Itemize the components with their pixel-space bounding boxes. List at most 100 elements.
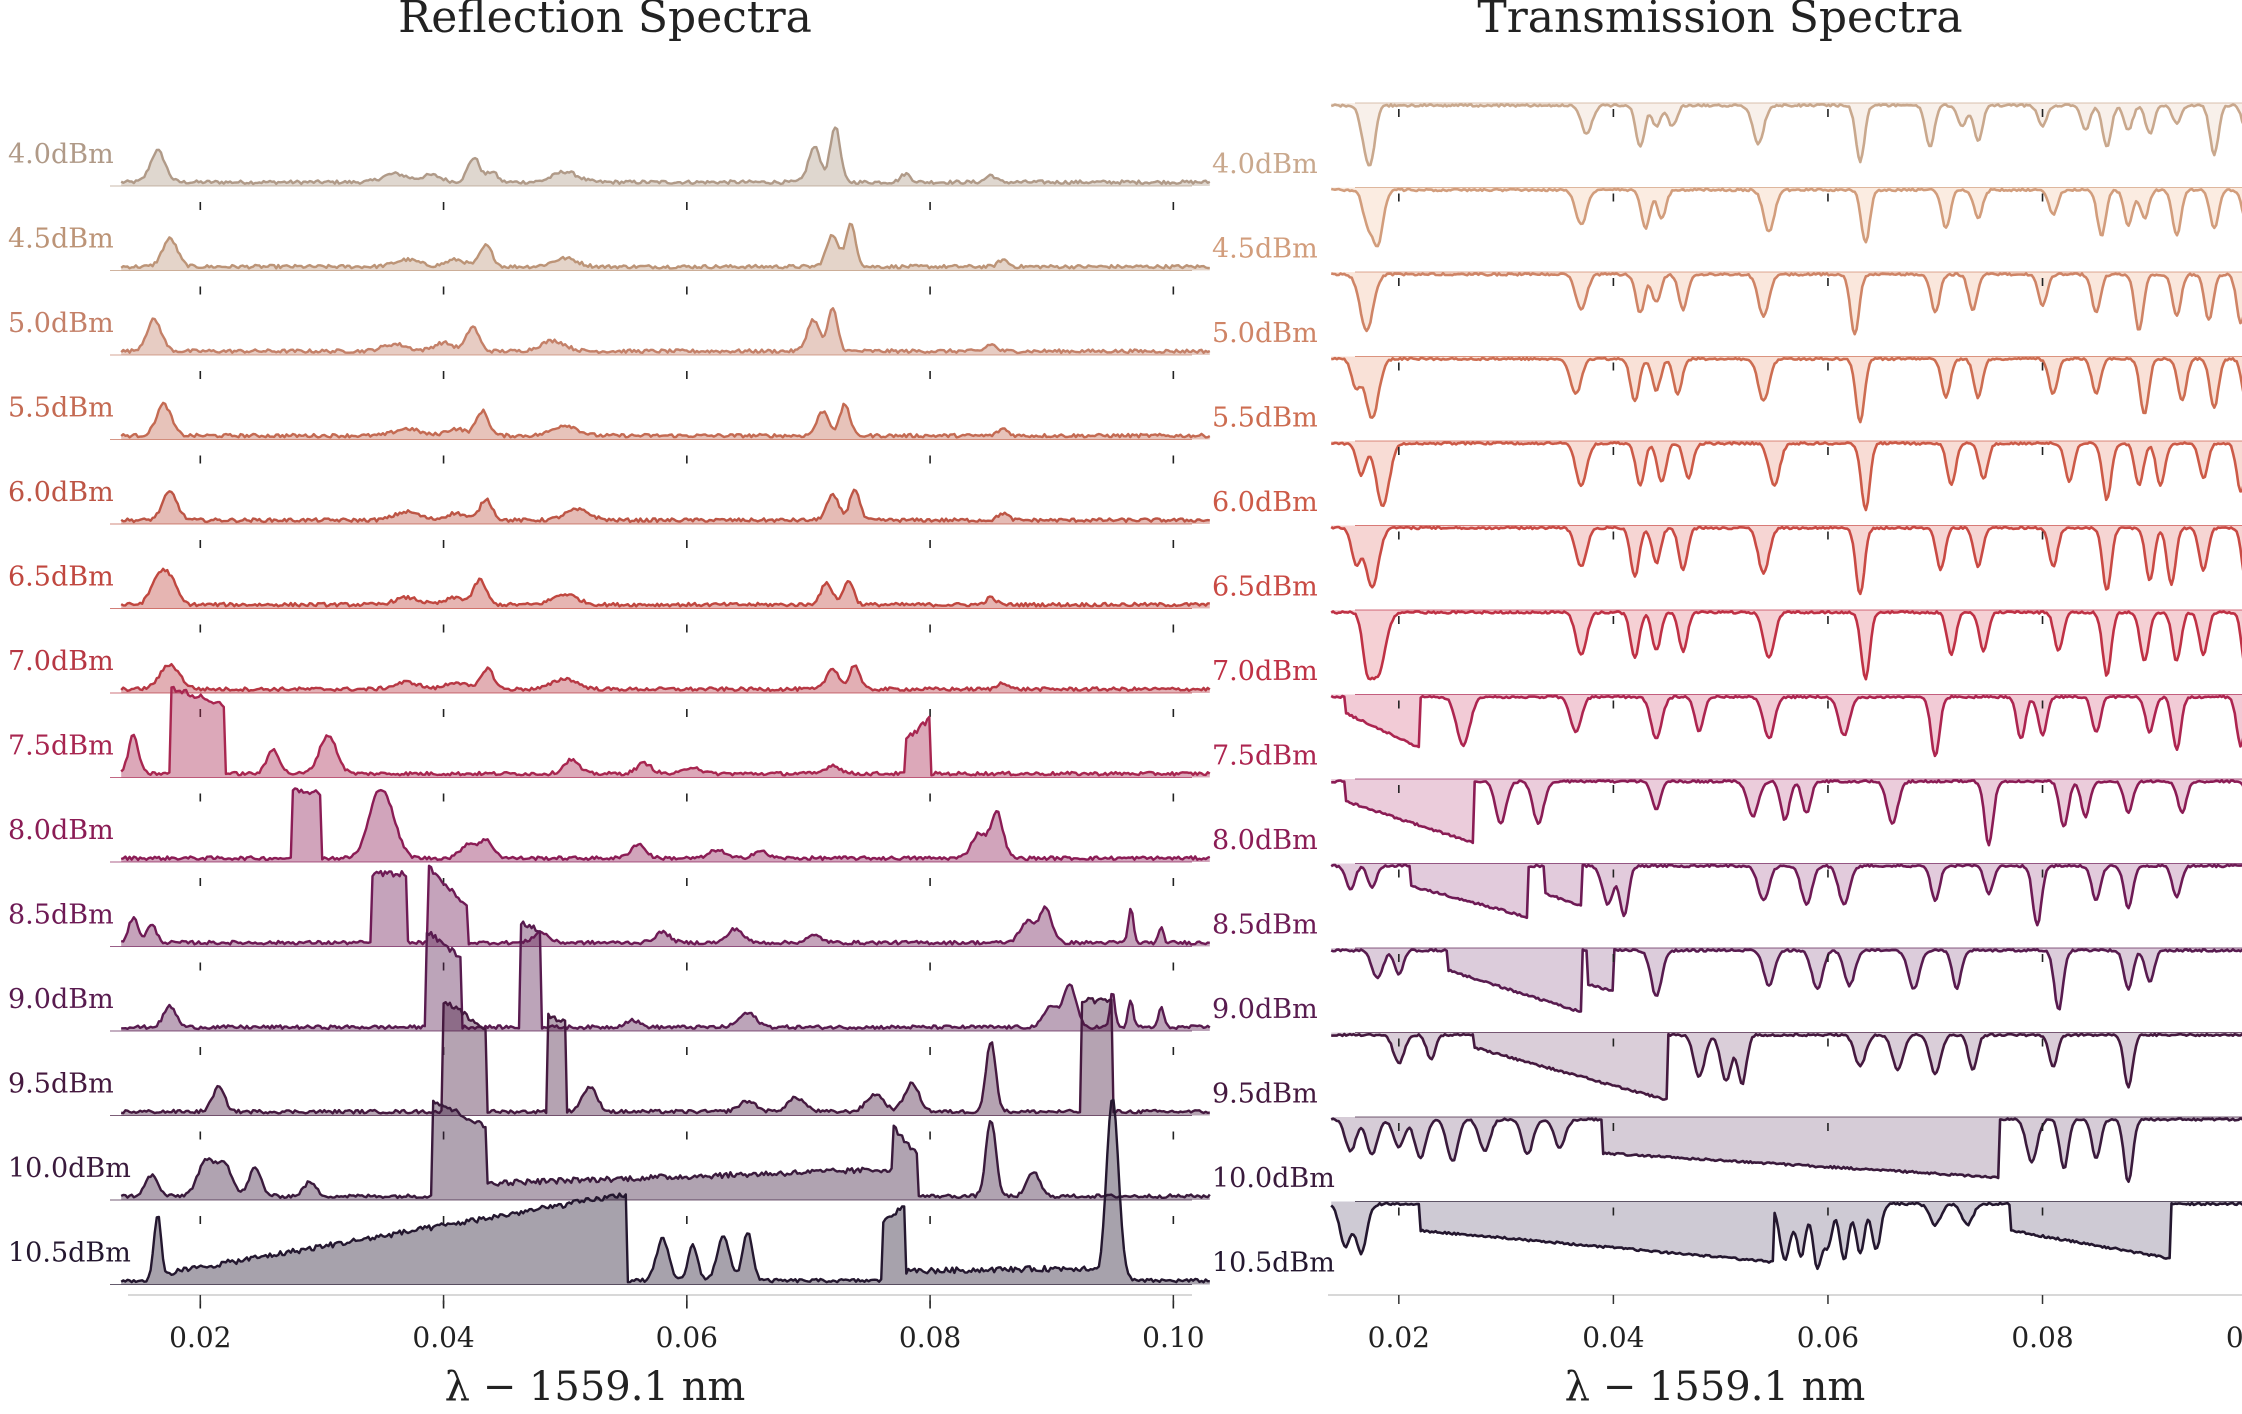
reflection-x-tick-label: 0.08 [899, 1321, 961, 1354]
reflection-x-tick-label: 0.06 [656, 1321, 718, 1354]
series-line [1331, 441, 2242, 512]
series-line [121, 920, 1211, 1031]
transmission-series: 5.0dBm [1212, 271, 2242, 349]
series-line [120, 401, 1211, 439]
reflection-series: 7.5dBm [8, 685, 1211, 802]
series-fill [1331, 1117, 2242, 1182]
transmission-x-label: λ − 1559.1 nm [1565, 1364, 1866, 1410]
transmission-x-tick-label: 0.08 [2011, 1321, 2073, 1354]
series-line [1331, 1032, 2242, 1101]
reflection-x-label: λ − 1559.1 nm [445, 1364, 746, 1410]
reflection-series: 6.0dBm [8, 477, 1210, 548]
transmission-series: 6.5dBm [1212, 525, 2242, 603]
series-line [120, 1099, 1211, 1200]
row-label: 9.0dBm [1212, 994, 1318, 1025]
series-line [120, 222, 1210, 270]
series-fill [121, 127, 1210, 186]
row-label: 5.5dBm [8, 393, 114, 424]
transmission-series: 9.0dBm [1212, 947, 2242, 1025]
reflection-x-tick-label: 0.04 [412, 1321, 474, 1354]
row-label: 4.5dBm [8, 224, 114, 255]
row-label: 9.5dBm [8, 1069, 114, 1100]
series-line [120, 864, 1210, 946]
row-label: 4.5dBm [1212, 234, 1318, 265]
transmission-x-tick-label: 0.10 [2226, 1321, 2242, 1354]
row-label: 7.0dBm [8, 646, 114, 677]
transmission-x-axis: 0.02 0.04 0.06 0.08 0.10 [1328, 1294, 2242, 1354]
series-line [1330, 272, 2242, 336]
series-fill [121, 687, 1210, 778]
transmission-series: 4.5dBm [1212, 187, 2242, 265]
reflection-series: 9.0dBm [8, 920, 1211, 1055]
reflection-series: 8.5dBm [8, 864, 1210, 971]
series-fill [1331, 187, 2242, 247]
series-line [120, 787, 1211, 862]
row-label: 7.0dBm [1212, 656, 1318, 687]
reflection-series: 6.5dBm [8, 562, 1210, 633]
series-line [1330, 694, 2242, 758]
series-line [1330, 948, 2242, 1013]
transmission-series: 5.5dBm [1212, 356, 2242, 434]
row-label: 7.5dBm [8, 731, 114, 762]
series-fill [1331, 356, 2242, 423]
row-label: 9.5dBm [1212, 1079, 1318, 1110]
series-line [120, 126, 1211, 186]
series-fill [1331, 863, 2242, 926]
row-label: 6.0dBm [1212, 487, 1318, 518]
row-label: 5.0dBm [8, 308, 114, 339]
row-label: 4.0dBm [8, 139, 114, 170]
series-fill [121, 1100, 1210, 1200]
transmission-title: Transmission Spectra [1477, 0, 1962, 43]
series-line [1330, 1117, 2242, 1183]
row-label: 10.5dBm [1212, 1248, 1335, 1279]
series-line [1330, 863, 2242, 927]
series-fill [121, 223, 1210, 271]
reflection-title: Reflection Spectra [398, 0, 812, 43]
row-label: 5.0dBm [1212, 318, 1318, 349]
reflection-series: 10.5dBm [8, 1098, 1210, 1309]
series-fill [121, 402, 1210, 440]
row-label: 8.0dBm [8, 815, 114, 846]
reflection-panel: 4.0dBm 4.5dBm 5.0dBm 5.5dBm 6.0dBm 6.5dBm 7.0d… [8, 126, 1211, 1309]
series-line [1330, 610, 2242, 681]
series-fill [1331, 103, 2242, 166]
transmission-panel: 4.0dBm 4.5dBm 5.0dBm 5.5dBm 6.0dBm 6.5dBm 7.0d… [1212, 102, 2242, 1279]
transmission-series: 7.0dBm [1212, 609, 2242, 687]
series-line [120, 1098, 1210, 1284]
series-fill [121, 308, 1210, 355]
reflection-series: 4.0dBm [8, 126, 1211, 210]
row-label: 6.0dBm [8, 477, 114, 508]
series-line [120, 567, 1210, 608]
row-label: 7.5dBm [1212, 741, 1318, 772]
series-line [120, 663, 1211, 693]
reflection-x-tick-label: 0.02 [169, 1321, 231, 1354]
transmission-x-tick-label: 0.06 [1797, 1321, 1859, 1354]
series-fill [1331, 779, 2242, 846]
transmission-series: 6.0dBm [1212, 440, 2242, 518]
series-fill [121, 998, 1210, 1116]
row-label: 8.5dBm [8, 900, 114, 931]
transmission-series: 7.5dBm [1212, 694, 2242, 772]
row-label: 8.5dBm [1212, 910, 1318, 941]
reflection-series: 4.5dBm [8, 222, 1210, 295]
row-label: 4.0dBm [1212, 149, 1318, 180]
series-fill [121, 865, 1210, 947]
row-label: 9.0dBm [8, 984, 114, 1015]
reflection-series: 7.0dBm [8, 646, 1211, 717]
series-line [120, 307, 1211, 355]
reflection-series: 8.0dBm [8, 787, 1211, 886]
series-fill [1331, 1032, 2242, 1100]
series-fill [1331, 694, 2242, 756]
series-line [1330, 525, 2242, 596]
reflection-x-tick-label: 0.10 [1142, 1321, 1204, 1354]
series-line [1330, 187, 2242, 248]
row-label: 8.0dBm [1212, 825, 1318, 856]
transmission-series: 4.0dBm [1212, 102, 2242, 180]
transmission-series: 9.5dBm [1212, 1032, 2242, 1110]
row-label: 10.5dBm [8, 1238, 131, 1269]
series-line [1330, 779, 2242, 847]
series-fill [1331, 525, 2242, 594]
series-line [1330, 103, 2242, 167]
transmission-series: 8.5dBm [1212, 863, 2242, 941]
